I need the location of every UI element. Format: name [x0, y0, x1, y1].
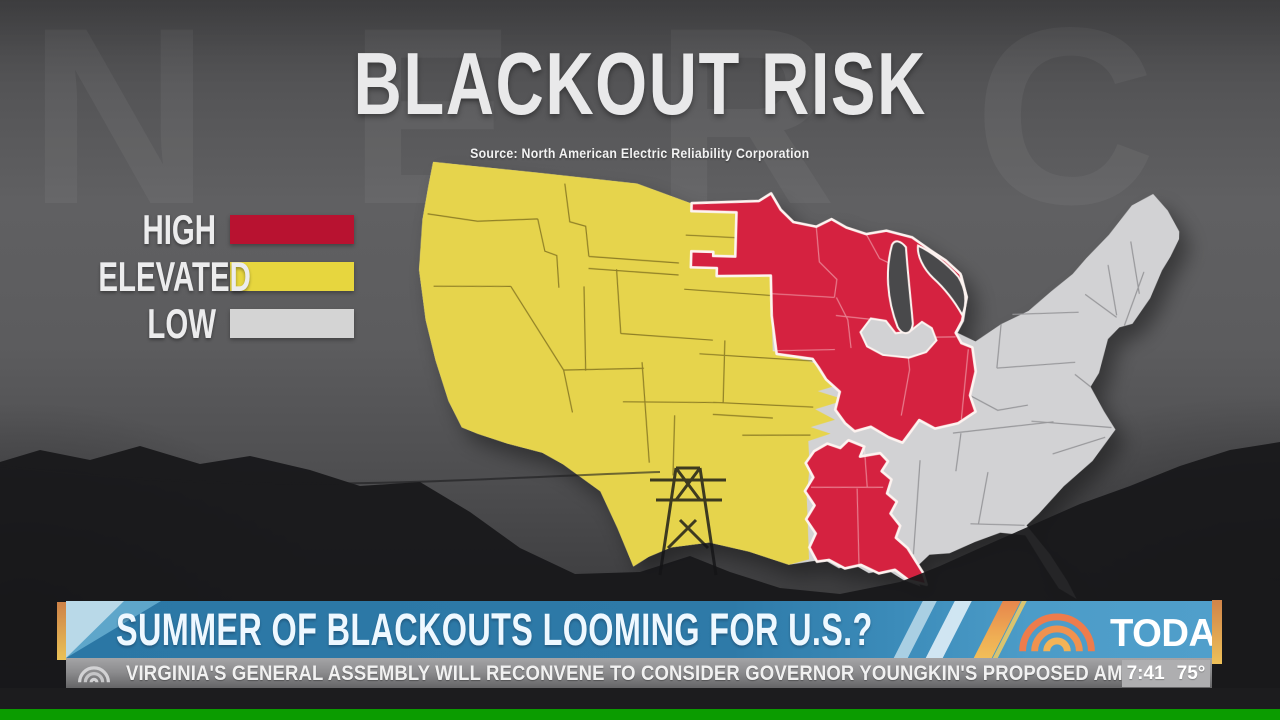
bottom-black-band	[0, 688, 1280, 709]
bottom-green-bar	[0, 709, 1280, 720]
legend-swatch-low	[230, 309, 354, 338]
today-logo: TODAY	[1014, 610, 1212, 653]
risk-legend: HIGH ELEVATED LOW	[48, 206, 354, 347]
lake-huron	[916, 244, 967, 318]
sunrise-icon	[1019, 613, 1095, 652]
legend-swatch-elevated	[230, 262, 354, 291]
legend-label-high: HIGH	[142, 205, 217, 253]
legend-row-high: HIGH	[48, 206, 354, 253]
banner-accent-right	[1212, 600, 1222, 664]
headline-banner: SUMMER OF BLACKOUTS LOOMING FOR U.S.? TO…	[66, 601, 1212, 658]
banner-accent-left	[57, 602, 66, 660]
source-attribution: Source: North American Electric Reliabil…	[470, 145, 810, 161]
lake-michigan	[886, 240, 914, 335]
legend-label-elevated: ELEVATED	[98, 252, 251, 300]
news-ticker: VIRGINIA'S GENERAL ASSEMBLY WILL RECONVE…	[66, 658, 1212, 689]
ticker-sunrise-icon	[77, 665, 111, 683]
legend-swatch-high	[230, 215, 354, 244]
legend-row-elevated: ELEVATED	[48, 253, 354, 300]
legend-row-low: LOW	[48, 300, 354, 347]
headline-text: SUMMER OF BLACKOUTS LOOMING FOR U.S.?	[116, 604, 873, 655]
us-blackout-risk-map	[419, 161, 1181, 599]
time-temp-box: 7:41 75°	[1122, 660, 1210, 687]
temperature: 75°	[1176, 662, 1206, 684]
map-low-pocket-chicago	[859, 317, 938, 359]
clock-time: 7:41	[1126, 662, 1165, 684]
legend-label-low: LOW	[147, 299, 216, 347]
today-wordmark: TODAY	[1110, 612, 1212, 655]
page-title: BLACKOUT RISK	[353, 34, 927, 133]
ticker-text: VIRGINIA'S GENERAL ASSEMBLY WILL RECONVE…	[126, 661, 1163, 685]
